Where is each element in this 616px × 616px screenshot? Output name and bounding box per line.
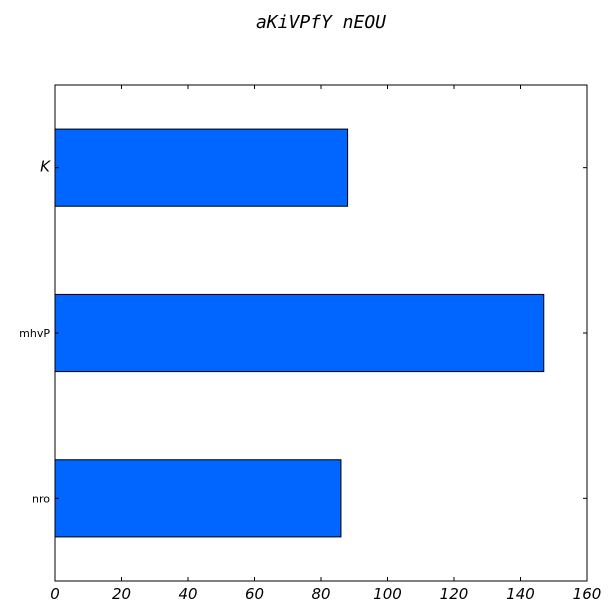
x-tick-label: 160 — [573, 585, 602, 603]
x-tick-label: 140 — [506, 585, 535, 603]
x-tick-label: 80 — [311, 585, 330, 603]
chart-title: aKiVPfY nEOU — [256, 12, 386, 33]
bar-mhvP — [54, 293, 545, 373]
y-tick-label: K — [40, 158, 51, 176]
x-tick-label: 40 — [178, 585, 197, 603]
y-tick-label: mhvP — [19, 327, 50, 340]
y-tick-label: nro — [32, 492, 50, 505]
ticks-layer — [54, 85, 588, 581]
x-tick-label: 60 — [245, 585, 264, 603]
labels-layer: nro mhvP K 0 20 40 60 80 100 120 140 160 — [19, 158, 601, 603]
x-tick-label: 100 — [373, 585, 402, 603]
x-tick-label: 20 — [112, 585, 131, 603]
bars-layer — [54, 128, 545, 538]
bar-K — [54, 128, 349, 207]
x-tick-label: 0 — [50, 585, 60, 603]
x-tick-label: 120 — [440, 585, 469, 603]
bar-nro — [54, 459, 342, 538]
